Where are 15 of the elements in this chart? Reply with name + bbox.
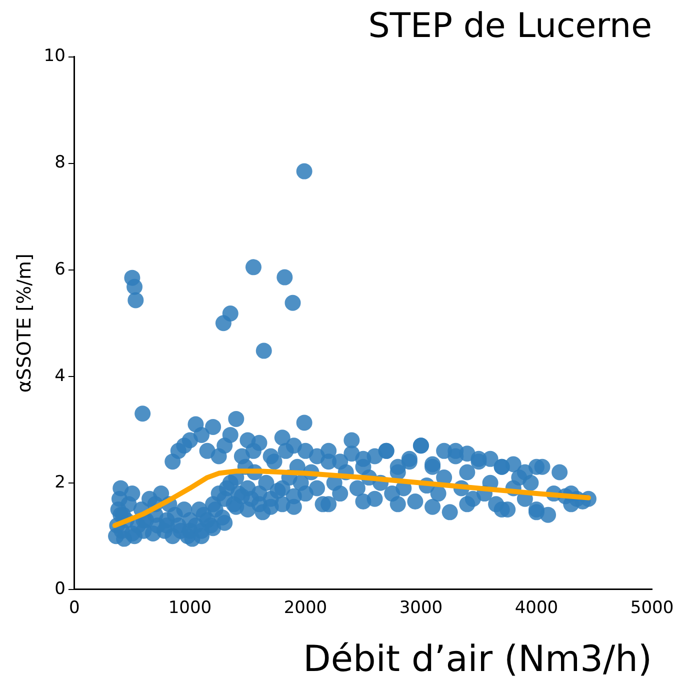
x-tick-label: 2000 (284, 598, 328, 618)
y-tick-label: 0 (54, 578, 66, 599)
x-axis-title: Débit d’air (Nm3/h) (303, 638, 652, 680)
x-tick-label: 5000 (630, 598, 674, 618)
y-tick-label: 8 (54, 152, 66, 173)
x-tick-label: 4000 (514, 598, 558, 618)
chart-title: STEP de Lucerne (368, 6, 652, 46)
y-tick-label: 10 (44, 46, 66, 66)
y-tick-label: 4 (54, 366, 66, 386)
x-tick-label: 0 (69, 598, 80, 618)
y-axis-title: αSSOTE [%/m] (13, 254, 36, 393)
y-tick-label: 2 (54, 472, 66, 492)
y-tick-label: 6 (54, 259, 66, 280)
x-tick-label: 3000 (399, 598, 443, 618)
x-tick-label: 1000 (168, 598, 212, 618)
